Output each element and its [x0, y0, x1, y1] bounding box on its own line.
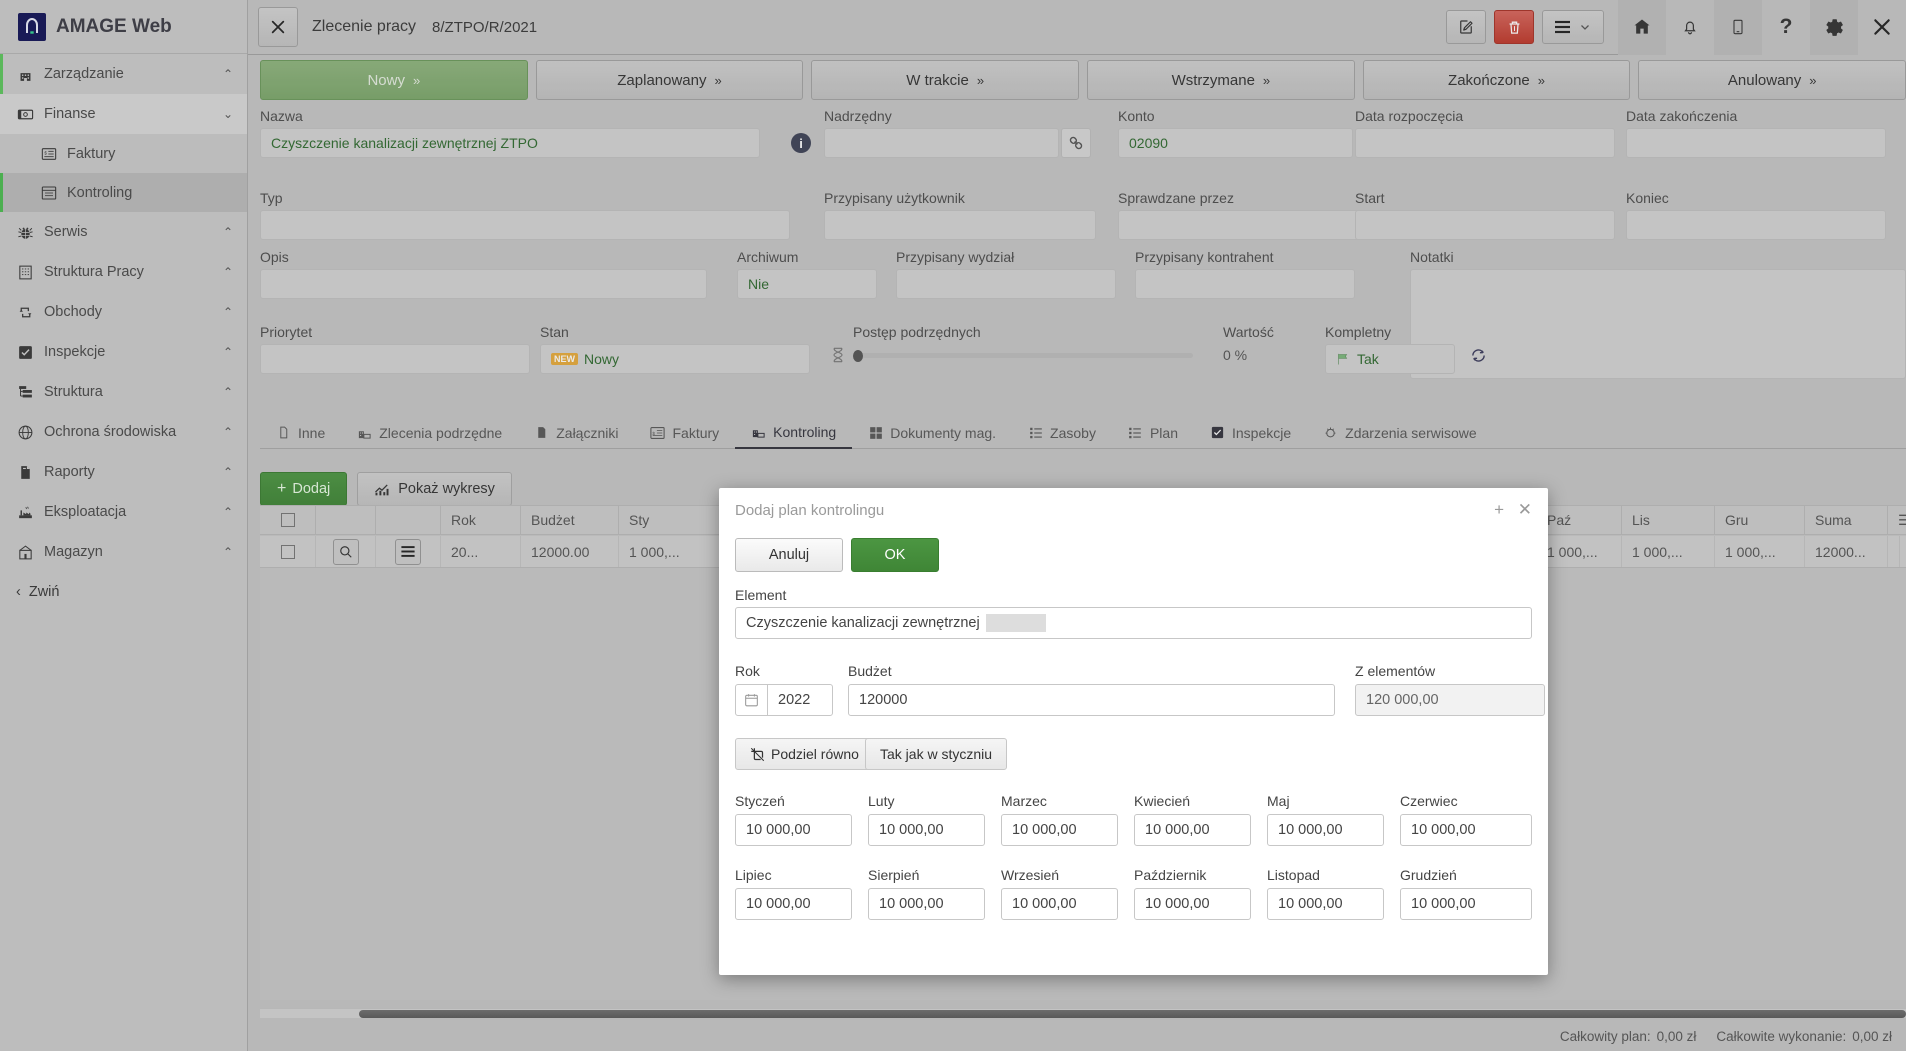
svg-text:$: $ [44, 150, 47, 155]
